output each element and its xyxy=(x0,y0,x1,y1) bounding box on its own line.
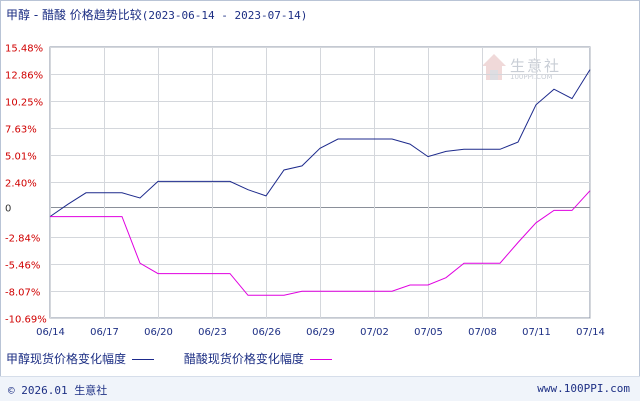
legend-item-acetic-acid: 醋酸现货价格变化幅度 xyxy=(184,350,332,367)
x-tick-label: 06/26 xyxy=(252,327,281,338)
y-tick-label: 7.63% xyxy=(5,125,37,136)
chart-legend: 甲醇现货价格变化幅度 醋酸现货价格变化幅度 xyxy=(6,350,358,367)
series-line-methanol xyxy=(49,69,591,218)
legend-swatch-methanol xyxy=(132,359,155,360)
x-tick-label: 07/11 xyxy=(522,327,551,338)
x-axis-labels: 06/14 06/17 06/20 06/23 06/26 06/29 07/02 07/05… xyxy=(36,327,605,338)
y-tick-label: -10.69% xyxy=(5,315,47,326)
x-tick-label: 07/08 xyxy=(468,327,497,338)
watermark-url: 100PPI.COM xyxy=(510,73,553,81)
y-tick-label: 0 xyxy=(5,204,11,215)
series-line-acetic-acid xyxy=(50,190,591,296)
y-tick-label: -8.07% xyxy=(5,288,40,299)
x-tick-label: 07/02 xyxy=(360,327,389,338)
footer-copyright: © 2026.01 生意社 xyxy=(8,384,108,397)
y-axis-labels: 15.48% 12.86% 10.25% 7.63% 5.01% 2.40% 0 -2.84%… xyxy=(5,44,47,326)
legend-label-acetic-acid: 醋酸现货价格变化幅度 xyxy=(183,352,304,366)
legend-item-methanol: 甲醇现货价格变化幅度 xyxy=(6,350,155,367)
legend-swatch-acetic-acid xyxy=(309,359,332,360)
x-tick-label: 07/05 xyxy=(414,327,443,338)
x-tick-label: 07/14 xyxy=(576,327,605,338)
y-tick-label: -2.84% xyxy=(5,234,40,245)
x-tick-label: 06/20 xyxy=(144,327,173,338)
chart-title: 甲醇 - 醋酸 价格趋势比较(2023-06-14 - 2023-07-14) xyxy=(6,6,307,23)
chart-series xyxy=(49,69,591,296)
chart-title-range: (2023-06-14 - 2023-07-14) xyxy=(141,9,308,22)
watermark-name: 生意社 xyxy=(510,57,562,75)
y-tick-label: 2.40% xyxy=(5,179,37,190)
x-tick-label: 06/23 xyxy=(198,327,227,338)
y-tick-label: 12.86% xyxy=(5,71,43,82)
y-tick-label: 10.25% xyxy=(5,98,43,109)
chart-grid xyxy=(49,46,591,319)
x-tick-label: 06/14 xyxy=(36,327,65,338)
footer-bar: © 2026.01 生意社 www.100PPI.com xyxy=(0,376,640,401)
x-tick-label: 06/17 xyxy=(90,327,119,338)
y-tick-label: 5.01% xyxy=(5,152,37,163)
y-tick-label: -5.46% xyxy=(5,261,40,272)
legend-label-methanol: 甲醇现货价格变化幅度 xyxy=(6,352,127,366)
footer-site-link[interactable]: www.100PPI.com xyxy=(537,382,630,395)
y-tick-label: 15.48% xyxy=(5,44,43,55)
chart-title-main: 甲醇 - 醋酸 价格趋势比较 xyxy=(6,8,142,22)
x-tick-label: 06/29 xyxy=(306,327,335,338)
